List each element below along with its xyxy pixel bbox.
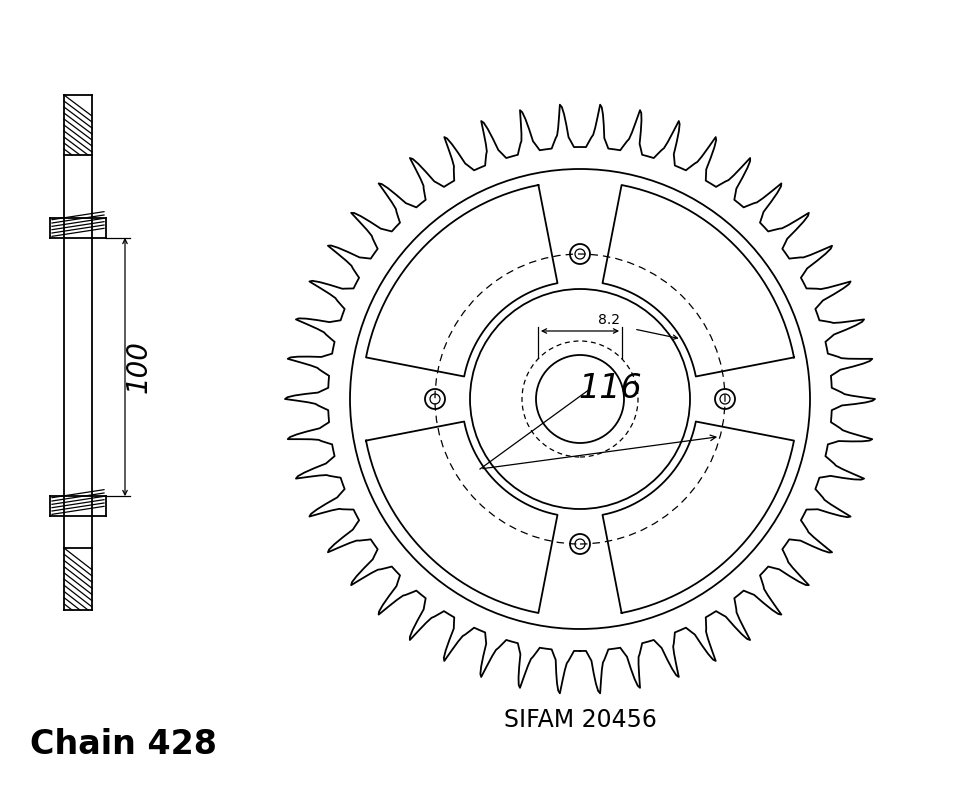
Text: Chain 428: Chain 428 xyxy=(30,729,217,761)
Text: 116: 116 xyxy=(578,372,642,406)
Text: 100: 100 xyxy=(125,340,153,393)
Text: SIFAM 20456: SIFAM 20456 xyxy=(504,708,657,732)
Text: 8.2: 8.2 xyxy=(598,313,620,327)
